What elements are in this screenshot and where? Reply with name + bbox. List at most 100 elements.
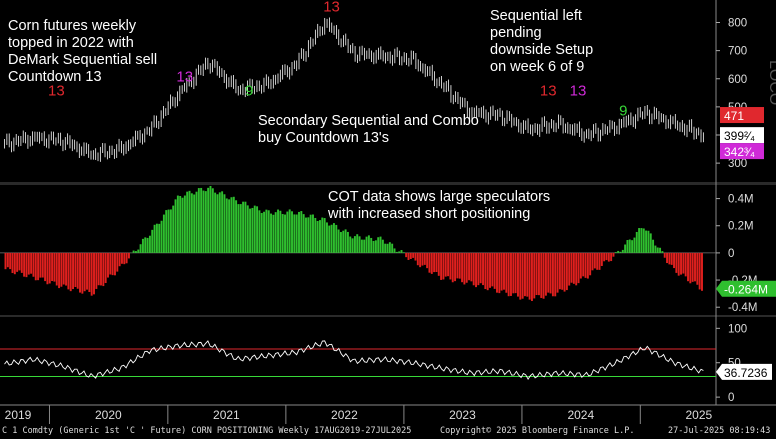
price-tag-label: 471 xyxy=(724,109,744,123)
annotation-top-right: Sequential left pending downside Setup o… xyxy=(490,8,594,75)
cot-bar xyxy=(640,228,643,253)
cot-bar xyxy=(547,252,550,293)
x-tick-label: 2020 xyxy=(95,408,122,422)
cot-bar xyxy=(6,252,9,268)
cot-bar xyxy=(393,248,396,253)
cot-bar xyxy=(444,252,447,277)
cot-bar xyxy=(204,191,207,253)
cot-bar xyxy=(610,252,613,262)
cot-bar xyxy=(214,192,217,253)
cot-bar xyxy=(293,214,296,253)
cot-bar xyxy=(181,197,184,253)
cot-bar xyxy=(374,240,377,253)
cot-bar xyxy=(270,213,273,253)
cot-bar xyxy=(575,252,578,286)
cot-bar xyxy=(190,193,193,253)
cot-bar xyxy=(395,251,398,253)
x-tick-label: 2023 xyxy=(449,408,476,422)
cot-bar xyxy=(442,252,445,280)
cot-bar xyxy=(624,244,627,253)
cot-bar xyxy=(176,195,179,253)
cot-bar xyxy=(274,212,277,253)
cot-bar xyxy=(477,252,480,286)
cot-bar xyxy=(232,196,235,253)
cot-bar xyxy=(591,252,594,271)
cot-bar xyxy=(158,223,161,253)
cot-bar xyxy=(680,252,682,275)
cot-bar xyxy=(633,237,636,253)
cot-bar xyxy=(225,198,228,253)
cot-bar xyxy=(391,243,394,253)
cot-bar xyxy=(677,252,680,276)
cot-bar xyxy=(621,249,624,253)
cot-bar xyxy=(437,252,440,276)
cot-bar xyxy=(510,252,512,296)
cot-bar xyxy=(298,211,300,253)
demark-marker: 13 xyxy=(540,83,557,100)
cot-bar xyxy=(186,191,189,253)
annotation-top-left: Corn futures weekly topped in 2022 with … xyxy=(8,18,158,85)
cot-bar xyxy=(209,185,212,253)
axes: 300400500600700800LOCO471399²⁄₄342³⁄₄0.4… xyxy=(5,18,776,424)
cot-bar xyxy=(23,252,26,277)
cot-bar xyxy=(281,214,284,253)
cot-bar xyxy=(169,209,172,253)
cot-bar xyxy=(470,252,473,282)
cot-last-label: -0.264M xyxy=(724,283,768,297)
cot-bar xyxy=(419,252,422,268)
cot-bar xyxy=(165,210,168,253)
price-tick-label: 600 xyxy=(728,74,747,86)
cot-bar xyxy=(645,230,648,253)
cot-tick-label: 0.2M xyxy=(728,221,754,233)
cot-bar xyxy=(120,252,123,264)
cot-bar xyxy=(456,252,459,279)
cot-bar xyxy=(400,250,403,253)
cot-bar xyxy=(235,200,238,253)
cot-bar xyxy=(451,252,454,283)
cot-bar xyxy=(428,252,431,273)
cot-bar xyxy=(279,210,282,253)
footer-center: Copyright© 2025 Bloomberg Finance L.P. xyxy=(440,426,635,436)
x-tick-label: 2021 xyxy=(213,408,240,422)
cot-bar xyxy=(493,252,496,289)
cot-bar xyxy=(100,252,102,286)
demark-marker: 9 xyxy=(245,83,253,100)
cot-bar xyxy=(258,210,261,253)
cot-bar xyxy=(265,209,268,253)
cot-bar xyxy=(16,252,19,272)
cot-bar xyxy=(561,252,564,290)
cot-bar xyxy=(605,252,608,261)
cot-bar xyxy=(367,235,370,253)
cot-bar xyxy=(584,252,587,278)
panel-separator xyxy=(0,315,776,317)
cot-bar xyxy=(58,252,61,289)
cot-bar xyxy=(617,250,620,253)
cot-bar xyxy=(435,252,438,273)
cot-bar xyxy=(314,217,317,253)
cot-bar xyxy=(27,252,30,275)
cot-bar xyxy=(498,252,501,294)
cot-bar xyxy=(661,251,664,253)
cot-bar xyxy=(286,211,289,253)
cot-bar xyxy=(153,224,156,253)
cot-bar xyxy=(540,252,543,298)
cot-bar xyxy=(221,191,224,253)
cot-bar xyxy=(18,252,21,271)
cot-bar xyxy=(302,214,305,253)
x-tick-label: 2025 xyxy=(685,408,712,422)
cot-bar xyxy=(514,252,517,294)
cot-bar xyxy=(659,247,662,253)
rsi-panel xyxy=(0,340,716,380)
cot-bar xyxy=(673,252,676,269)
cot-bar xyxy=(491,252,494,287)
cot-bar xyxy=(200,187,203,253)
cot-bar xyxy=(148,235,151,253)
footer: C 1 Comdty (Generic 1st 'C ' Future) COR… xyxy=(0,424,776,439)
cot-bar xyxy=(554,252,557,297)
cot-bar xyxy=(414,252,417,261)
cot-bar xyxy=(65,252,68,286)
cot-bar xyxy=(563,252,566,292)
cot-bar xyxy=(517,252,519,297)
cot-bar xyxy=(174,199,177,253)
